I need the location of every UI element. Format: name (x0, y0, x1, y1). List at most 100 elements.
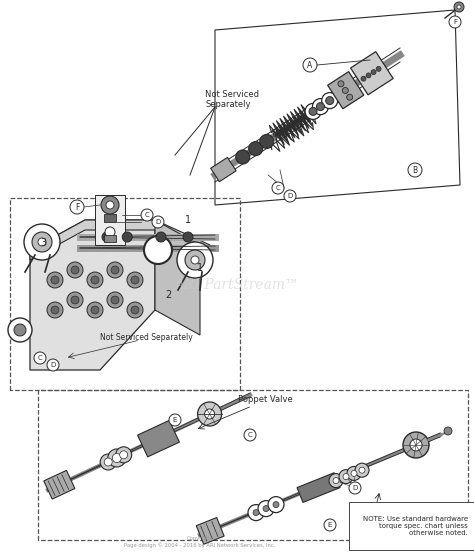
Circle shape (127, 272, 143, 288)
Circle shape (91, 306, 99, 314)
Circle shape (376, 66, 381, 71)
Circle shape (119, 451, 128, 459)
Circle shape (366, 73, 371, 78)
Circle shape (51, 276, 59, 284)
Polygon shape (210, 157, 236, 182)
Circle shape (141, 209, 153, 221)
Text: 1: 1 (185, 215, 191, 225)
Circle shape (263, 505, 269, 512)
Circle shape (347, 466, 361, 480)
Text: C: C (247, 432, 252, 438)
Circle shape (403, 432, 429, 458)
Circle shape (449, 16, 461, 28)
Circle shape (156, 232, 166, 242)
Circle shape (342, 87, 348, 93)
Circle shape (91, 276, 99, 284)
Circle shape (104, 458, 112, 466)
Text: E: E (173, 417, 177, 423)
Circle shape (268, 497, 284, 513)
Circle shape (105, 227, 115, 237)
Circle shape (408, 163, 422, 177)
Circle shape (454, 2, 464, 12)
Polygon shape (30, 220, 155, 370)
Text: D: D (287, 193, 292, 199)
Circle shape (273, 502, 279, 508)
Circle shape (100, 454, 116, 470)
Polygon shape (297, 473, 340, 503)
Circle shape (32, 232, 52, 252)
Polygon shape (215, 10, 460, 205)
Circle shape (47, 302, 63, 318)
Circle shape (258, 500, 274, 517)
Circle shape (101, 196, 119, 214)
Circle shape (248, 505, 264, 520)
Polygon shape (137, 420, 179, 457)
Text: Poppet Valve: Poppet Valve (238, 395, 293, 404)
Circle shape (361, 76, 366, 81)
Text: C: C (37, 355, 42, 361)
Text: 1: 1 (197, 263, 203, 273)
Circle shape (343, 474, 349, 480)
Circle shape (116, 447, 132, 463)
Polygon shape (30, 220, 210, 260)
Circle shape (371, 70, 376, 75)
Circle shape (127, 302, 143, 318)
Circle shape (244, 429, 256, 441)
Polygon shape (155, 220, 200, 335)
Circle shape (303, 58, 317, 72)
Text: D: D (352, 485, 357, 491)
Circle shape (111, 296, 119, 304)
Polygon shape (351, 52, 393, 95)
Circle shape (305, 103, 321, 120)
Text: Not Serviced Separately: Not Serviced Separately (100, 334, 193, 342)
Circle shape (87, 272, 103, 288)
Text: E: E (328, 522, 332, 528)
Bar (104, 214, 116, 222)
Circle shape (107, 262, 123, 278)
Circle shape (71, 296, 79, 304)
Circle shape (102, 232, 112, 242)
Text: D: D (155, 219, 161, 225)
Circle shape (144, 236, 172, 264)
Circle shape (359, 467, 365, 473)
Circle shape (38, 238, 46, 246)
Circle shape (236, 150, 250, 164)
Text: F: F (75, 202, 79, 211)
Polygon shape (196, 518, 224, 544)
Bar (104, 235, 116, 242)
Circle shape (260, 135, 274, 148)
Circle shape (111, 266, 119, 274)
Circle shape (338, 81, 344, 87)
Text: Copyright
Page design © 2004 - 2016 by ARI Network Services, Inc.: Copyright Page design © 2004 - 2016 by A… (124, 537, 276, 548)
Circle shape (284, 190, 296, 202)
Circle shape (317, 103, 324, 111)
Text: B: B (412, 166, 418, 175)
Circle shape (8, 318, 32, 342)
Circle shape (185, 250, 205, 270)
Circle shape (112, 454, 121, 463)
Circle shape (339, 470, 353, 484)
Circle shape (71, 266, 79, 274)
Circle shape (177, 242, 213, 278)
Circle shape (333, 478, 339, 484)
Text: F: F (453, 19, 457, 25)
Circle shape (14, 324, 26, 336)
Circle shape (191, 256, 199, 264)
Circle shape (249, 142, 263, 156)
Text: Pilot Valve: Pilot Valve (370, 510, 414, 519)
Polygon shape (44, 470, 75, 499)
Text: C: C (275, 185, 281, 191)
Circle shape (444, 427, 452, 435)
Circle shape (131, 276, 139, 284)
Circle shape (355, 463, 369, 477)
Polygon shape (95, 195, 125, 245)
Text: NOTE: Use standard hardware
torque spec. chart unless
otherwise noted.: NOTE: Use standard hardware torque spec.… (363, 516, 468, 536)
Circle shape (47, 359, 59, 371)
Circle shape (324, 519, 336, 531)
Circle shape (169, 414, 181, 426)
Circle shape (122, 232, 132, 242)
Circle shape (349, 482, 361, 494)
Circle shape (47, 272, 63, 288)
Circle shape (351, 470, 357, 476)
Circle shape (67, 262, 83, 278)
